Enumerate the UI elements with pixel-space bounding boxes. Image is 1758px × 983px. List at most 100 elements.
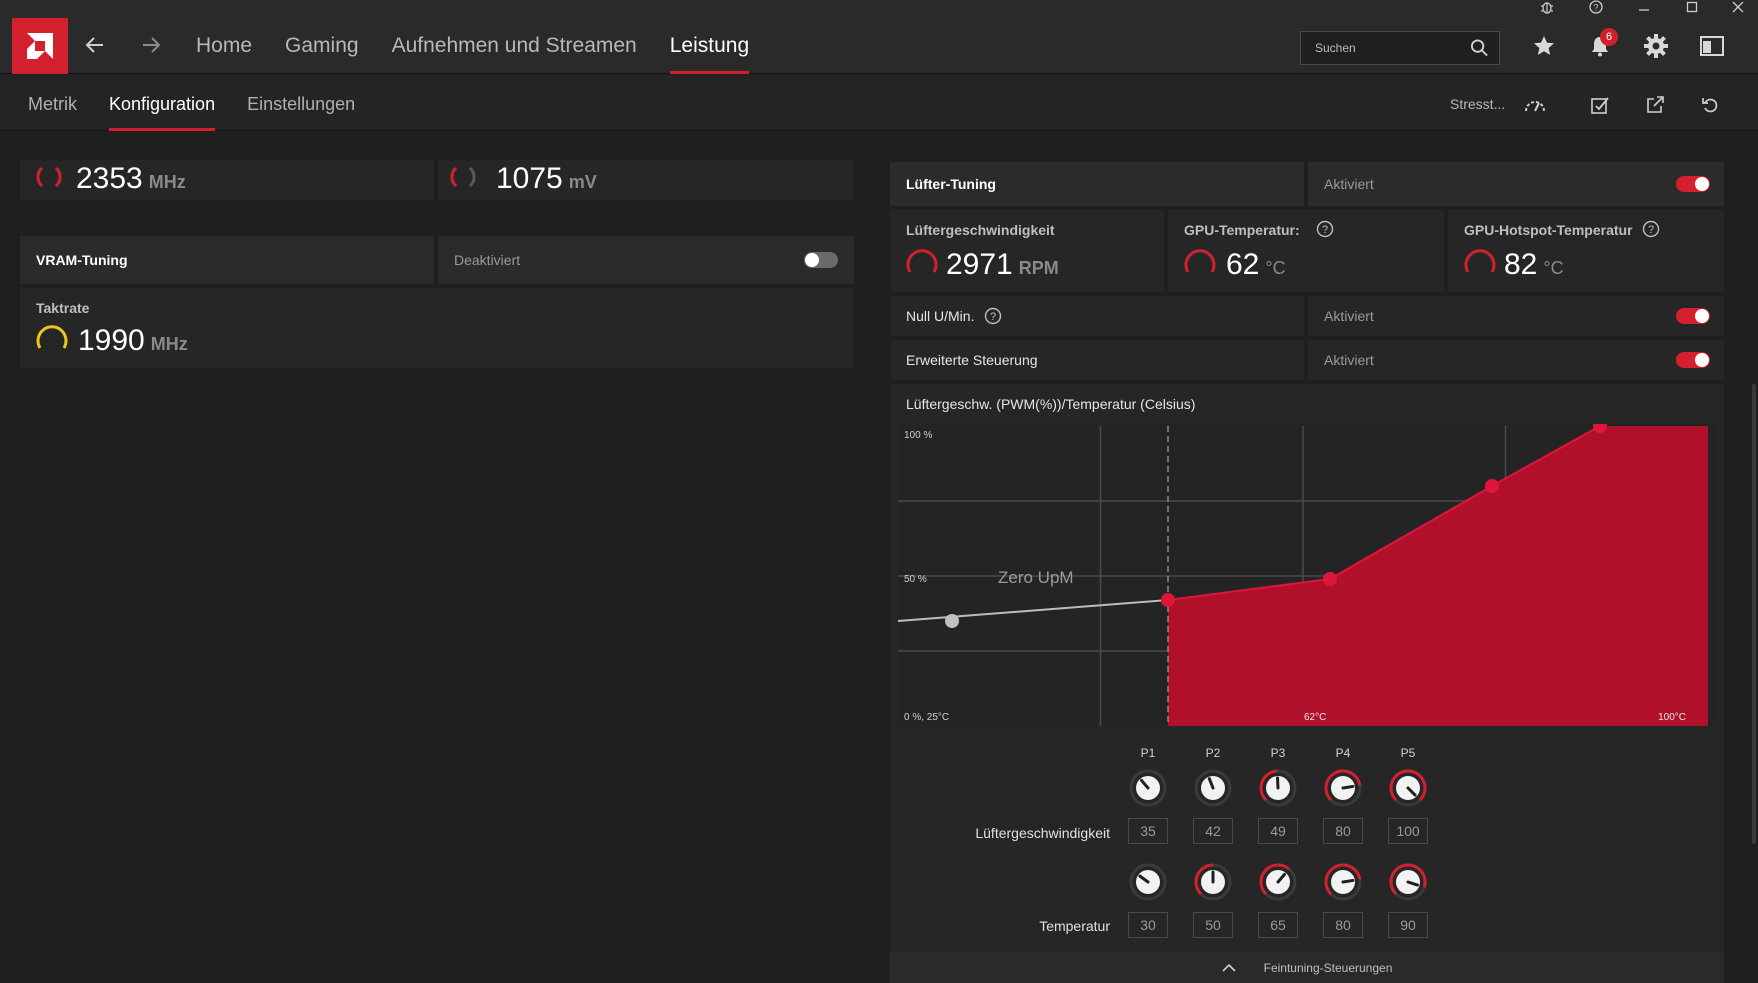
- gpu-temperature-help-icon[interactable]: ?: [1316, 220, 1334, 238]
- minimize-button[interactable]: [1634, 0, 1654, 14]
- dial-icon: [1194, 863, 1232, 901]
- speed-value-p2[interactable]: 42: [1193, 818, 1233, 844]
- speed-value-p3[interactable]: 49: [1258, 818, 1298, 844]
- bug-icon: [1541, 2, 1553, 14]
- export-profile-button[interactable]: [1642, 92, 1668, 118]
- hotspot-temperature-unit: °C: [1543, 258, 1564, 278]
- speed-knob-p5[interactable]: [1388, 768, 1428, 808]
- search-box: [1300, 31, 1500, 65]
- nav-tab-performance[interactable]: Leistung: [669, 34, 750, 74]
- nav-tab-home[interactable]: Home: [196, 34, 253, 57]
- speed-knob-p4[interactable]: [1323, 768, 1363, 808]
- temperature-value-p2[interactable]: 50: [1193, 912, 1233, 938]
- notifications-button[interactable]: 6: [1584, 28, 1618, 62]
- overlay-button[interactable]: [1696, 30, 1728, 62]
- back-button[interactable]: [80, 30, 110, 60]
- fan-speed-card: Lüftergeschwindigkeit 2971 RPM: [890, 210, 1164, 292]
- arrow-left-icon: [85, 37, 103, 53]
- nav-tab-record-stream[interactable]: Aufnehmen und Streamen: [391, 34, 637, 57]
- speed-value-p1[interactable]: 35: [1128, 818, 1168, 844]
- fan-curve-title: Lüftergeschw. (PWM(%))/Temperatur (Celsi…: [906, 396, 1196, 412]
- fan-speed-value: 2971: [946, 248, 1013, 281]
- speed-value-p4[interactable]: 80: [1323, 818, 1363, 844]
- fan-curve-line: [1167, 425, 1601, 601]
- fine-tuning-toggle-bar[interactable]: Feintuning-Steuerungen: [890, 952, 1724, 983]
- scrollbar[interactable]: [1752, 384, 1756, 844]
- svg-text:?: ?: [1593, 3, 1598, 13]
- dial-icon: [1389, 769, 1427, 807]
- maximize-button[interactable]: [1682, 0, 1702, 14]
- point-header-p1: P1: [1140, 746, 1156, 760]
- apply-check-icon: [1591, 97, 1609, 114]
- gpu-clock-value: 2353: [76, 162, 143, 195]
- temperature-knob-p2[interactable]: [1193, 862, 1233, 902]
- temperature-value-p5[interactable]: 90: [1388, 912, 1428, 938]
- reset-icon: [1702, 98, 1718, 113]
- speed-knob-p1[interactable]: [1128, 768, 1168, 808]
- fan-tuning-toggle[interactable]: [1676, 176, 1710, 192]
- speed-knob-p3[interactable]: [1258, 768, 1298, 808]
- zero-rpm-help-icon[interactable]: ?: [984, 307, 1002, 325]
- x-axis-max-label: 100°C: [1658, 712, 1686, 723]
- temperature-knob-p5[interactable]: [1388, 862, 1428, 902]
- zero-rpm-toggle[interactable]: [1676, 308, 1710, 324]
- zero-rpm-zone-label: Zero UpM: [998, 568, 1074, 587]
- advanced-control-status-cell: Aktiviert: [1308, 340, 1724, 380]
- temperature-value-p3[interactable]: 65: [1258, 912, 1298, 938]
- close-button[interactable]: [1728, 0, 1748, 14]
- nav-tab-gaming[interactable]: Gaming: [285, 34, 359, 57]
- temperature-value-p1[interactable]: 30: [1128, 912, 1168, 938]
- hotspot-temperature-help-icon[interactable]: ?: [1642, 220, 1660, 238]
- gpu-clock-unit: MHz: [148, 172, 186, 192]
- y-axis-top-label: 100 %: [904, 430, 932, 441]
- forward-button[interactable]: [136, 30, 166, 60]
- clock-gauge-icon: [36, 166, 62, 188]
- apply-changes-button[interactable]: [1587, 92, 1613, 118]
- settings-button[interactable]: [1640, 30, 1672, 62]
- hotspot-temperature-label: GPU-Hotspot-Temperatur: [1464, 222, 1633, 238]
- sub-navigation: Metrik Konfiguration Einstellungen: [28, 94, 355, 131]
- temperature-value-p4[interactable]: 80: [1323, 912, 1363, 938]
- reset-button[interactable]: [1697, 92, 1723, 118]
- favorites-button[interactable]: [1528, 30, 1560, 62]
- search-icon[interactable]: [1470, 38, 1489, 58]
- vram-tuning-toggle[interactable]: [804, 252, 838, 268]
- temperature-knob-p1[interactable]: [1128, 862, 1168, 902]
- top-bar: Home Gaming Aufnehmen und Streamen Leist…: [0, 0, 1758, 74]
- speed-value-p5[interactable]: 100: [1388, 818, 1428, 844]
- fan-tuning-title: Lüfter-Tuning: [906, 176, 996, 192]
- dial-icon: [1129, 769, 1167, 807]
- curve-point-p3[interactable]: [1323, 572, 1337, 586]
- main-navigation: Home Gaming Aufnehmen und Streamen Leist…: [196, 34, 750, 74]
- subtab-configuration[interactable]: Konfiguration: [109, 94, 216, 131]
- temperature-knob-p3[interactable]: [1258, 862, 1298, 902]
- star-icon: [1534, 36, 1554, 55]
- gpu-temperature-unit: °C: [1265, 258, 1286, 278]
- curve-point-p4[interactable]: [1485, 479, 1499, 493]
- temperature-knob-p4[interactable]: [1323, 862, 1363, 902]
- amd-logo-button[interactable]: [12, 18, 68, 74]
- curve-point-p2[interactable]: [1161, 593, 1175, 607]
- close-icon: [1732, 1, 1744, 13]
- speed-knob-p2[interactable]: [1193, 768, 1233, 808]
- arrow-right-icon: [143, 37, 161, 53]
- curve-point-p1[interactable]: [945, 614, 959, 628]
- gpu-voltage-card: 1075 mV: [438, 160, 854, 200]
- subtab-settings[interactable]: Einstellungen: [247, 94, 356, 114]
- bug-report-button[interactable]: [1537, 0, 1557, 14]
- vram-tuning-header: VRAM-Tuning: [20, 236, 434, 284]
- svg-text:?: ?: [1322, 224, 1328, 236]
- fan-curve-title-bar: Lüftergeschw. (PWM(%))/Temperatur (Celsi…: [890, 384, 1724, 424]
- x-axis-current-temp-label: 62°C: [1304, 712, 1326, 723]
- fan-curve-svg: 100 % 50 % 0 %, 25°C 62°C 100°C Zero UpM: [897, 419, 1708, 726]
- subtab-metrics[interactable]: Metrik: [28, 94, 77, 114]
- stresstest-button[interactable]: Stresst...: [1450, 96, 1506, 112]
- advanced-control-toggle[interactable]: [1676, 352, 1710, 368]
- point-header-p3: P3: [1270, 746, 1286, 760]
- search-input[interactable]: [1315, 41, 1470, 55]
- tuning-presets-button[interactable]: [1522, 92, 1548, 118]
- gpu-temperature-readout: 62 °C: [1226, 248, 1286, 282]
- notification-badge: 6: [1600, 28, 1618, 46]
- gpu-clock-readout: 2353 MHz: [76, 162, 186, 196]
- help-button[interactable]: ?: [1586, 0, 1606, 14]
